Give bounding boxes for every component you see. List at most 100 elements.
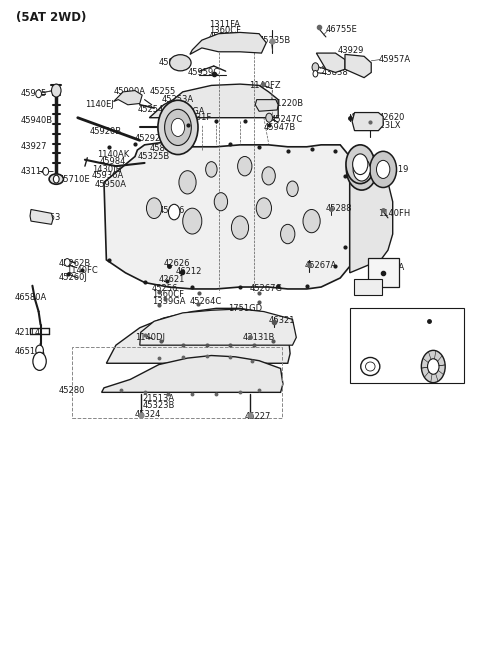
- Text: 45264C: 45264C: [190, 297, 222, 306]
- Text: 45247C: 45247C: [271, 114, 303, 123]
- Text: 45267A: 45267A: [304, 260, 336, 269]
- Circle shape: [36, 90, 41, 98]
- Text: 1573GA: 1573GA: [171, 106, 204, 116]
- Text: 45984: 45984: [99, 156, 126, 165]
- Text: 45940B: 45940B: [21, 116, 53, 125]
- Polygon shape: [140, 309, 296, 345]
- Polygon shape: [316, 53, 345, 73]
- Text: 1360CF: 1360CF: [152, 290, 184, 299]
- Text: 42620: 42620: [378, 113, 405, 122]
- Text: 1140FC: 1140FC: [66, 265, 97, 275]
- Polygon shape: [30, 210, 53, 225]
- Text: 1140FZ: 1140FZ: [250, 81, 281, 90]
- Text: 45262B: 45262B: [59, 258, 91, 267]
- Bar: [354, 279, 382, 295]
- Text: 45253: 45253: [35, 213, 61, 222]
- Text: 1430JB: 1430JB: [92, 165, 121, 174]
- Circle shape: [33, 352, 46, 371]
- Circle shape: [303, 210, 320, 233]
- Text: 45932B: 45932B: [209, 32, 241, 42]
- Text: 45280: 45280: [59, 386, 85, 395]
- Text: A: A: [37, 357, 44, 366]
- Text: 45227: 45227: [245, 411, 271, 421]
- Text: 43929: 43929: [338, 46, 364, 55]
- Circle shape: [346, 145, 374, 184]
- Circle shape: [238, 156, 252, 176]
- Circle shape: [376, 160, 390, 178]
- Text: 46580A: 46580A: [14, 293, 47, 302]
- Text: 1123LX: 1123LX: [369, 121, 400, 130]
- Polygon shape: [190, 32, 266, 55]
- Text: 45931F: 45931F: [180, 113, 212, 122]
- Text: 45945: 45945: [21, 90, 47, 98]
- Text: 45957A: 45957A: [378, 55, 410, 64]
- Text: 45845: 45845: [149, 144, 176, 153]
- Text: 45323B: 45323B: [142, 401, 175, 410]
- Circle shape: [313, 71, 318, 77]
- Text: (5AT 2WD): (5AT 2WD): [16, 11, 86, 24]
- Polygon shape: [104, 142, 350, 289]
- Polygon shape: [350, 163, 393, 273]
- Circle shape: [36, 345, 43, 356]
- Bar: [72, 347, 282, 418]
- Text: 45253A: 45253A: [161, 95, 193, 104]
- Text: 45710E: 45710E: [59, 175, 90, 184]
- Circle shape: [353, 158, 370, 181]
- Circle shape: [312, 63, 319, 72]
- Text: 14615: 14615: [164, 134, 190, 143]
- Text: 1601DH: 1601DH: [356, 349, 392, 358]
- Circle shape: [43, 167, 48, 175]
- Ellipse shape: [169, 55, 191, 71]
- Text: 43131B: 43131B: [242, 333, 275, 342]
- Polygon shape: [149, 84, 278, 117]
- Circle shape: [353, 154, 368, 175]
- Text: 45920B: 45920B: [90, 127, 122, 136]
- Circle shape: [370, 151, 396, 188]
- Text: 42621: 42621: [159, 275, 185, 284]
- Text: 43119: 43119: [382, 165, 408, 174]
- Text: 91220B: 91220B: [271, 99, 303, 108]
- Text: 45255: 45255: [149, 88, 176, 96]
- Circle shape: [168, 204, 180, 220]
- Text: 45324: 45324: [135, 410, 161, 419]
- Polygon shape: [352, 112, 383, 130]
- Text: 45947B: 45947B: [264, 123, 296, 132]
- Bar: [368, 258, 399, 287]
- Text: 45256: 45256: [152, 284, 178, 293]
- Text: 45235B: 45235B: [259, 36, 291, 45]
- Text: 1140EJ: 1140EJ: [85, 101, 114, 109]
- Text: 45959C: 45959C: [188, 68, 220, 77]
- Circle shape: [179, 171, 196, 194]
- Text: 1339GA: 1339GA: [152, 297, 185, 306]
- Text: 45267G: 45267G: [250, 284, 283, 293]
- Text: 43114: 43114: [21, 167, 47, 176]
- Text: 1751GD: 1751GD: [228, 304, 262, 313]
- Circle shape: [165, 109, 192, 145]
- Text: 1601DA: 1601DA: [371, 263, 405, 272]
- Ellipse shape: [49, 174, 63, 184]
- Text: 45299: 45299: [405, 349, 433, 358]
- Text: 43714B: 43714B: [321, 62, 353, 71]
- Text: 42626: 42626: [350, 113, 376, 122]
- Text: 1140FD: 1140FD: [357, 312, 392, 321]
- Circle shape: [53, 175, 59, 183]
- Circle shape: [231, 216, 249, 239]
- Circle shape: [421, 350, 445, 383]
- Text: 1140DJ: 1140DJ: [135, 333, 165, 342]
- Text: 45260J: 45260J: [59, 273, 87, 282]
- Text: 46755E: 46755E: [326, 25, 358, 34]
- Polygon shape: [107, 308, 290, 363]
- Text: 45210: 45210: [355, 156, 381, 165]
- Text: 1311FA: 1311FA: [209, 19, 240, 29]
- Text: 1140AK: 1140AK: [97, 150, 129, 159]
- Text: 46212: 46212: [176, 267, 202, 276]
- Text: 1140FH: 1140FH: [378, 209, 411, 218]
- Text: 45325B: 45325B: [137, 152, 169, 161]
- Polygon shape: [114, 91, 142, 104]
- Text: 42114: 42114: [14, 328, 40, 337]
- Text: 42626: 42626: [164, 259, 190, 268]
- Circle shape: [171, 118, 185, 136]
- Text: 45936A: 45936A: [92, 171, 124, 180]
- Text: 46513: 46513: [14, 347, 41, 356]
- Text: 45292: 45292: [135, 134, 161, 143]
